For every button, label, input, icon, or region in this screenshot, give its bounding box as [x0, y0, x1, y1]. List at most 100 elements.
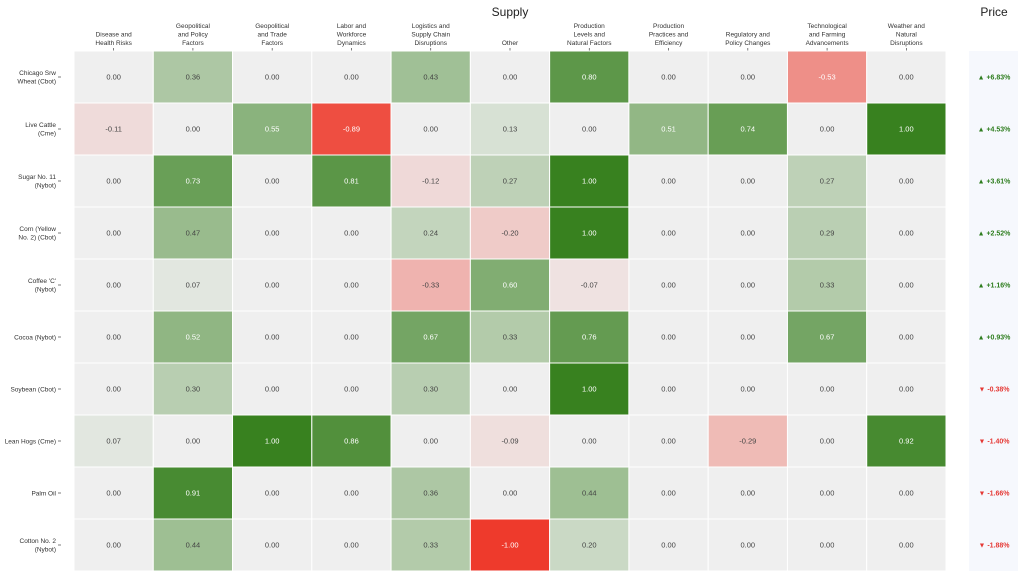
cell-value-label: 0.00 [741, 385, 756, 394]
cell-value-label: -0.53 [819, 73, 836, 82]
heatmap-cell [232, 362, 313, 416]
cell-value-label: 0.00 [661, 437, 676, 446]
cell-value-label: 0.00 [344, 333, 359, 342]
column-label: Production Practices and Efficiency [649, 23, 689, 47]
heatmap-cell [73, 102, 154, 156]
heatmap-cell [707, 466, 788, 520]
cell-value-label: 0.00 [186, 125, 201, 134]
cell-value-label: 0.24 [423, 229, 438, 238]
cell-value-label: 0.73 [186, 177, 201, 186]
cell-value-label: 0.00 [344, 229, 359, 238]
cell-value-label: -0.20 [501, 229, 518, 238]
cell-value-label: 0.00 [106, 489, 121, 498]
cell-value-label: 0.00 [661, 177, 676, 186]
cell-value-label: 0.00 [741, 489, 756, 498]
cell-value-label: 0.55 [265, 125, 280, 134]
heatmap-cell [866, 154, 947, 208]
heatmap-cell [152, 206, 234, 260]
heatmap-cell [628, 518, 709, 572]
cell-value-label: 0.00 [344, 385, 359, 394]
row-labels: Chicago Srw Wheat (Cbot) Live Cattle (Cme) S… [5, 70, 61, 554]
heatmap-cell [549, 154, 630, 208]
cell-value-label: 0.00 [106, 385, 121, 394]
heatmap-cell [866, 206, 947, 260]
heatmap-cell [311, 518, 392, 572]
cell-value-label: 0.00 [503, 385, 518, 394]
cell-value-label: 0.00 [344, 73, 359, 82]
heatmap-cell [152, 102, 234, 156]
cell-value-label: 0.27 [820, 177, 835, 186]
column-label: Regulatory and Policy Changes [725, 32, 771, 48]
heatmap-cell [311, 50, 392, 104]
column-label: Labor and Workforce Dynamics [337, 23, 367, 47]
cell-value-label: -0.89 [343, 125, 360, 134]
column-label: Disease and Health Risks [95, 32, 132, 48]
cell-value-label: -0.33 [422, 281, 439, 290]
heatmap-cell [232, 102, 313, 156]
heatmap-cell [152, 258, 234, 312]
cell-value-label: 0.51 [661, 125, 676, 134]
cell-value-label: 0.00 [265, 177, 280, 186]
cell-value-label: 0.30 [423, 385, 438, 394]
price-up-label: ▲ +3.61% [978, 179, 1012, 186]
row-label: Corn (Yellow No. 2) (Cbot) [18, 226, 56, 242]
cell-value-label: 0.00 [106, 73, 121, 82]
cell-value-label: 0.91 [186, 489, 201, 498]
cell-value-label: 0.81 [344, 177, 359, 186]
heatmap-cell [628, 206, 709, 260]
column-label: Geopolitical and Policy Factors [176, 23, 211, 47]
heatmap-cell [628, 310, 709, 364]
column-label: Production Levels and Natural Factors [567, 23, 612, 47]
heatmap-cell [786, 518, 868, 572]
column-label: Other [502, 40, 519, 47]
cell-value-label: 0.00 [106, 281, 121, 290]
cell-value-label: 0.00 [423, 125, 438, 134]
cell-value-label: 0.00 [186, 437, 201, 446]
heatmap-cell [152, 466, 234, 520]
row-label: Cocoa (Nybot) [14, 334, 56, 341]
heatmap-cell [152, 518, 234, 572]
heatmap-cell [549, 206, 630, 260]
heatmap-cell [786, 362, 868, 416]
cell-value-label: 0.00 [265, 541, 280, 550]
chart-title: Supply [492, 5, 529, 19]
cell-value-label: 1.00 [265, 437, 280, 446]
heatmap-cell [866, 466, 947, 520]
heatmap-cell [707, 414, 788, 468]
cell-value-label: 0.74 [741, 125, 756, 134]
cell-value-label: -0.12 [422, 177, 439, 186]
price-down-label: ▼ -1.40% [978, 439, 1010, 446]
column-label: Weather and Natural Disruptions [888, 23, 925, 47]
heatmap-cell [549, 414, 630, 468]
cell-value-label: 0.00 [265, 489, 280, 498]
cell-value-label: 0.00 [661, 281, 676, 290]
row-label: Coffee 'C' (Nybot) [28, 278, 56, 294]
heatmap-cell [549, 102, 630, 156]
cell-value-label: 0.00 [265, 385, 280, 394]
heatmap-cell [311, 414, 392, 468]
heatmap-cell [549, 518, 630, 572]
cell-value-label: 0.00 [344, 489, 359, 498]
cell-value-label: 0.00 [503, 73, 518, 82]
heatmap-cell [152, 414, 234, 468]
heatmap-cell [549, 466, 630, 520]
cell-value-label: 0.00 [106, 229, 121, 238]
heatmap-cell [866, 414, 947, 468]
heatmap-cell [469, 258, 551, 312]
cell-value-label: 0.00 [582, 437, 597, 446]
cell-value-label: 0.52 [186, 333, 201, 342]
column-label: Geopolitical and Trade Factors [255, 23, 290, 47]
cell-value-label: 0.00 [820, 489, 835, 498]
cell-value-label: 1.00 [899, 125, 914, 134]
cell-value-label: 0.00 [582, 125, 597, 134]
cell-value-label: 0.00 [899, 177, 914, 186]
price-column-title: Price [980, 5, 1008, 19]
heatmap-cell [707, 518, 788, 572]
cell-value-label: 0.00 [661, 385, 676, 394]
column-label: Technological and Farming Advancements [806, 23, 850, 47]
cell-value-label: 0.00 [265, 333, 280, 342]
cell-value-label: 0.67 [423, 333, 438, 342]
row-label: Sugar No. 11 (Nybot) [18, 174, 56, 190]
cell-value-label: 0.76 [582, 333, 597, 342]
